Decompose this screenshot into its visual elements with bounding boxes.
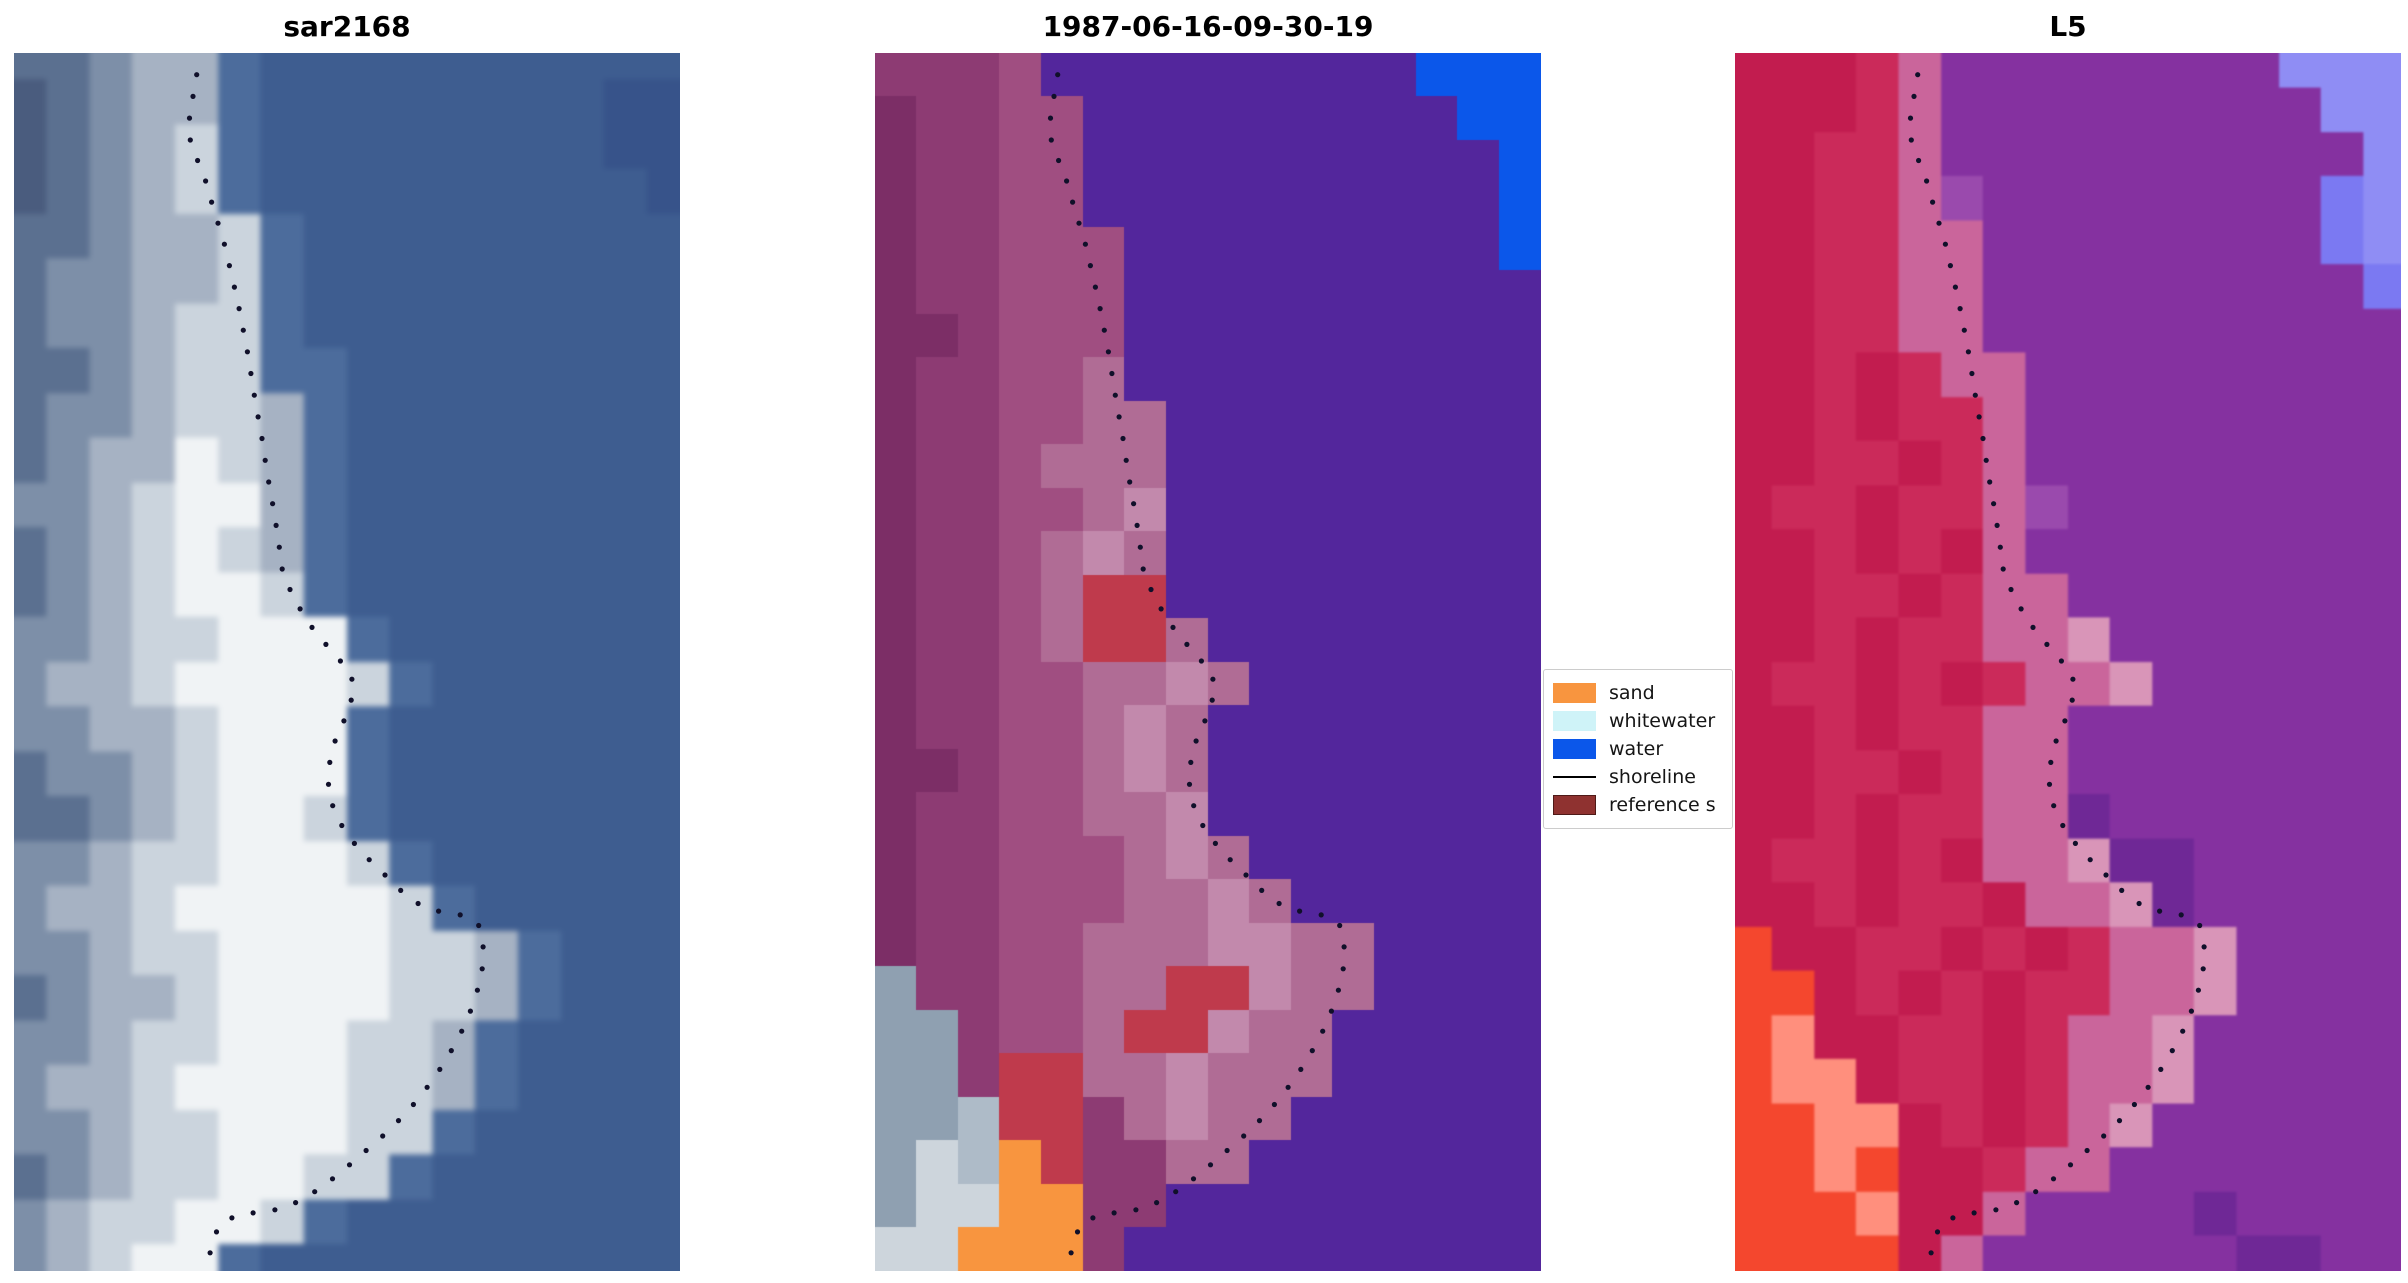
sand-swatch-icon <box>1553 683 1596 703</box>
legend-row-reference-shoreline: reference s <box>1553 791 1732 819</box>
shoreline-line-icon <box>1553 776 1596 778</box>
shoreline-dots-overlay <box>186 72 486 1256</box>
legend-row-whitewater: whitewater <box>1553 707 1732 735</box>
shoreline-dots-overlay <box>1907 72 2207 1256</box>
legend-label-reference-shoreline: reference s <box>1609 794 1716 816</box>
reference-shoreline-swatch-icon <box>1553 795 1596 815</box>
panel-title-classified: 1987-06-16-09-30-19 <box>1042 10 1374 43</box>
legend-row-shoreline: shoreline <box>1553 763 1732 791</box>
sar-image-canvas <box>14 53 680 1271</box>
panel-l5-image <box>1735 53 2401 1271</box>
legend: sand whitewater water shoreline referenc… <box>1543 669 1733 829</box>
l5-image-canvas <box>1735 53 2401 1271</box>
panel-sar-image <box>14 53 680 1271</box>
legend-row-sand: sand <box>1553 679 1732 707</box>
legend-row-water: water <box>1553 735 1732 763</box>
classified-image-canvas <box>875 53 1541 1271</box>
legend-label-sand: sand <box>1609 682 1655 704</box>
whitewater-swatch-icon <box>1553 711 1596 731</box>
panel-classified-image <box>875 53 1541 1271</box>
shoreline-dots-overlay <box>1047 72 1347 1256</box>
water-swatch-icon <box>1553 739 1596 759</box>
legend-label-shoreline: shoreline <box>1609 766 1696 788</box>
legend-label-whitewater: whitewater <box>1609 710 1716 732</box>
panel-title-l5: L5 <box>2049 10 2087 43</box>
legend-label-water: water <box>1609 738 1664 760</box>
panel-title-sar: sar2168 <box>283 10 411 43</box>
